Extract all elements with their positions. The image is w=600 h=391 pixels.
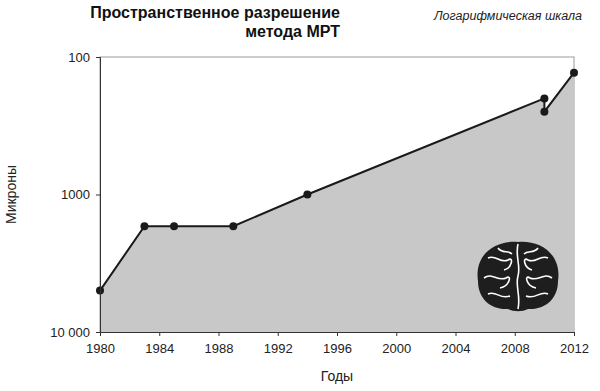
x-tick: 1980 (86, 332, 115, 356)
x-tick-mark (456, 332, 457, 336)
y-tick-mark (96, 195, 100, 196)
x-tick: 1992 (264, 332, 293, 356)
x-tick-label: 1992 (264, 341, 293, 356)
brain-fold (524, 248, 538, 254)
plot-frame (100, 57, 574, 332)
x-tick-label: 2000 (382, 341, 411, 356)
marker (303, 191, 311, 199)
y-axis-title: Микроны (3, 165, 19, 224)
chart: 1980198419881992199620002004200820121001… (0, 0, 600, 391)
y-axis: 100 1000 10 000 (50, 50, 100, 340)
x-tick-mark (337, 332, 338, 336)
brain-fold (527, 276, 552, 288)
brain-shape (478, 242, 559, 311)
marker (229, 222, 237, 230)
x-tick: 2004 (442, 332, 471, 356)
x-tick-label: 2008 (501, 341, 530, 356)
annotation: Логарифмическая шкала (433, 9, 582, 23)
x-tick-mark (219, 332, 220, 336)
x-axis: 1980 1984 1988 1992 1996 2000 2004 2008 2012 (86, 332, 589, 356)
brain-icon (478, 242, 559, 311)
y-tick: 100 (68, 50, 100, 65)
x-tick-mark (515, 332, 516, 336)
x-tick-label: 1988 (205, 341, 234, 356)
brain-fold (525, 257, 548, 270)
y-tick: 10 000 (50, 325, 100, 340)
x-tick-label: 2012 (560, 341, 589, 356)
brain-fold (484, 276, 509, 288)
y-tick-label: 1000 (61, 187, 90, 202)
y-tick-label: 10 000 (50, 325, 90, 340)
x-tick-mark (159, 332, 160, 336)
title-line: Пространственное разрешение (90, 4, 340, 21)
x-tick: 2000 (382, 332, 411, 356)
x-tick-mark (574, 332, 575, 336)
brain-fold (488, 257, 511, 270)
brain-fold (488, 293, 510, 297)
x-tick: 1984 (145, 332, 174, 356)
x-axis-line (101, 333, 575, 337)
plot-area (96, 69, 578, 332)
x-tick: 1996 (323, 332, 352, 356)
y-axis-line (96, 58, 101, 333)
y-tick-mark (96, 57, 100, 58)
x-tick: 2008 (501, 332, 530, 356)
x-tick-label: 1980 (86, 341, 115, 356)
marker (540, 94, 548, 102)
marker (570, 69, 578, 77)
title-line: метода МРТ (245, 23, 340, 40)
x-tick-mark (396, 332, 397, 336)
brain-fold (526, 293, 548, 297)
x-tick: 2012 (560, 332, 589, 356)
x-axis-title: Годы (321, 368, 353, 384)
marker (140, 222, 148, 230)
y-tick-label: 100 (68, 50, 90, 65)
y-tick-mark (96, 332, 100, 333)
marker (170, 222, 178, 230)
y-tick: 1000 (61, 187, 100, 202)
x-tick-label: 2004 (442, 341, 471, 356)
x-tick: 1988 (205, 332, 234, 356)
brain-fold (517, 244, 519, 309)
area (100, 73, 574, 332)
brain-fold (498, 248, 512, 254)
x-tick-label: 1984 (145, 341, 174, 356)
x-tick-mark (278, 332, 279, 336)
title: Пространственное разрешение метода МРТ (90, 4, 340, 40)
marker (540, 108, 548, 116)
x-tick-label: 1996 (323, 341, 352, 356)
